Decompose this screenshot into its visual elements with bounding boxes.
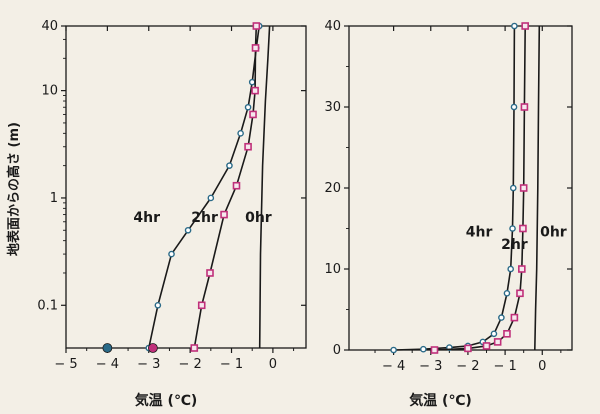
data-point-2hr (430, 346, 439, 354)
data-point-4hr (510, 103, 518, 111)
x-tick-label: − 4 (382, 359, 405, 374)
x-tick-label: − 5 (54, 357, 77, 372)
data-point-2hr (482, 342, 491, 350)
data-point-4hr (248, 78, 256, 86)
data-point-4hr (184, 226, 192, 234)
data-point-4hr (237, 130, 244, 137)
x-tick-label: 0 (538, 359, 546, 374)
data-point-2hr (232, 181, 241, 190)
y-tick-label: 0.1 (37, 298, 58, 313)
data-point-2hr (244, 142, 252, 151)
data-point-2hr (252, 22, 261, 30)
series-line-0hr (258, 25, 271, 349)
data-point-2hr (518, 265, 526, 273)
y-tick-label: 1 (50, 191, 58, 206)
data-point-2hr (251, 86, 259, 95)
data-point-2hr (464, 344, 472, 353)
data-point-4hr (420, 345, 427, 353)
data-point-2hr (516, 289, 524, 298)
y-tick-label: 0 (333, 343, 341, 358)
y-axis-label: 地表面からの高さ (m) (6, 122, 22, 256)
x-axis-label: 気温 (℃) (135, 392, 198, 409)
y-tick-label: 20 (324, 181, 341, 196)
data-point-4hr (390, 346, 397, 354)
data-point-4hr (226, 162, 233, 169)
series-line-0hr (534, 25, 541, 351)
data-point-4hr (244, 103, 252, 111)
data-point-2hr (520, 103, 529, 111)
data-point-4hr (507, 265, 514, 273)
x-tick-label: − 1 (493, 359, 516, 374)
data-point-4hr (490, 330, 498, 338)
data-point-2hr (190, 344, 199, 352)
data-point-2hr (197, 301, 206, 310)
ground-point (147, 343, 158, 353)
data-point-2hr (510, 313, 519, 322)
x-axis-label: 気温 (℃) (409, 392, 472, 409)
data-point-4hr (498, 314, 505, 321)
x-tick-label: − 2 (456, 359, 479, 374)
x-tick-label: 0 (269, 357, 277, 372)
right-chart-linear-height: − 4 − 3 − 2 − 1 0 0 10 20 30 40 4hr 2hr 0hr 気温 (℃) (324, 19, 573, 409)
x-tick-label: − 1 (220, 357, 243, 372)
y-tick-label: 10 (41, 84, 58, 99)
series-label-0hr: 0hr (245, 210, 272, 226)
x-tick-label: − 4 (96, 357, 119, 372)
data-point-4hr (168, 250, 175, 258)
data-point-2hr (206, 269, 214, 277)
data-point-4hr (511, 22, 518, 30)
y-tick-label: 30 (324, 100, 341, 115)
series-line-4hr (148, 25, 260, 349)
data-point-2hr (521, 22, 529, 30)
data-point-4hr (207, 194, 215, 202)
x-tick-label: − 3 (137, 357, 160, 372)
data-point-4hr (154, 301, 162, 309)
data-point-2hr (503, 329, 511, 338)
series-label-4hr: 4hr (133, 210, 160, 226)
data-point-2hr (251, 44, 260, 52)
data-point-4hr (509, 225, 516, 232)
series-label-2hr: 2hr (191, 210, 218, 226)
series-label-2hr: 2hr (501, 237, 528, 253)
data-point-2hr (519, 184, 528, 192)
series-line-4hr (393, 25, 516, 351)
ground-point (102, 343, 113, 353)
series-line-2hr (193, 25, 258, 349)
data-point-4hr (503, 289, 511, 297)
x-tick-label: − 3 (419, 359, 442, 374)
y-tick-label: 10 (324, 262, 341, 277)
series-label-0hr: 0hr (540, 225, 567, 241)
data-point-2hr (249, 110, 257, 119)
y-tick-label: 40 (324, 19, 341, 34)
left-chart-log-height: − 5 − 4 − 3 − 2 − 1 0 0.1 1 10 40 4hr 2hr 0hr 気温 (℃) (37, 19, 307, 409)
data-point-4hr (509, 184, 517, 192)
data-point-2hr (519, 224, 527, 233)
x-tick-label: − 2 (178, 357, 201, 372)
data-point-2hr (220, 210, 228, 219)
series-label-4hr: 4hr (466, 225, 493, 241)
y-tick-label: 40 (41, 19, 58, 34)
data-point-2hr (493, 338, 502, 346)
plot-frame (65, 25, 307, 349)
